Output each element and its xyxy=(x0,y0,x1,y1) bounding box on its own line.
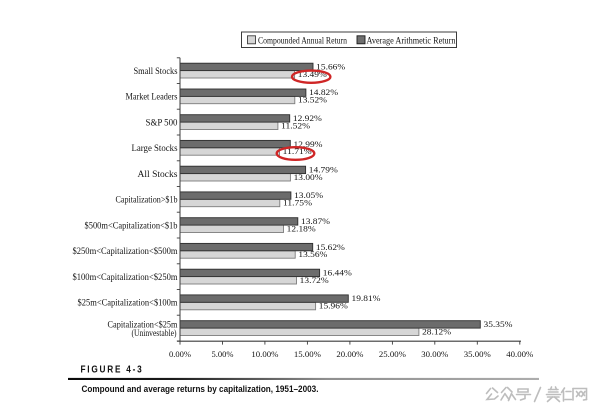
svg-text:FIGURE 4-3: FIGURE 4-3 xyxy=(81,365,144,376)
svg-text:13.49%: 13.49% xyxy=(298,69,328,79)
svg-text:$25m<Capitalization<$100m: $25m<Capitalization<$100m xyxy=(78,298,178,309)
svg-text:15.62%: 15.62% xyxy=(316,242,346,252)
svg-text:Capitalization>$1b: Capitalization>$1b xyxy=(116,195,178,206)
svg-text:S&P 500: S&P 500 xyxy=(146,117,178,128)
svg-text:25.00%: 25.00% xyxy=(379,349,407,359)
svg-text:Average Arithmetic Return: Average Arithmetic Return xyxy=(367,35,456,46)
svg-text:10.00%: 10.00% xyxy=(251,349,279,359)
svg-text:11.52%: 11.52% xyxy=(281,120,311,130)
svg-text:14.82%: 14.82% xyxy=(309,87,339,97)
svg-text:$100m<Capitalization<$250m: $100m<Capitalization<$250m xyxy=(73,272,178,283)
svg-text:12.92%: 12.92% xyxy=(293,113,323,123)
svg-text:13.05%: 13.05% xyxy=(294,190,324,200)
svg-text:28.12%: 28.12% xyxy=(422,326,452,336)
svg-text:16.44%: 16.44% xyxy=(323,268,353,278)
svg-text:Capitalization<$25m: Capitalization<$25m xyxy=(108,319,178,330)
svg-text:13.52%: 13.52% xyxy=(298,95,328,105)
svg-text:13.56%: 13.56% xyxy=(298,249,328,259)
svg-text:Large Stocks: Large Stocks xyxy=(132,143,178,154)
svg-text:35.35%: 35.35% xyxy=(484,319,514,329)
svg-text:20.00%: 20.00% xyxy=(336,349,364,359)
svg-text:12.18%: 12.18% xyxy=(287,223,317,233)
svg-text:Compounded Annual Return: Compounded Annual Return xyxy=(258,35,347,46)
svg-text:35.00%: 35.00% xyxy=(464,349,492,359)
svg-text:15.66%: 15.66% xyxy=(316,62,346,72)
svg-text:13.87%: 13.87% xyxy=(301,216,331,226)
svg-text:40.00%: 40.00% xyxy=(506,349,534,359)
svg-text:Compound and average returns b: Compound and average returns by capitali… xyxy=(82,384,319,394)
svg-text:0.00%: 0.00% xyxy=(169,349,192,359)
svg-text:11.71%: 11.71% xyxy=(283,146,313,156)
svg-text:(Uninvestable): (Uninvestable) xyxy=(132,328,177,339)
svg-text:5.00%: 5.00% xyxy=(212,349,235,359)
svg-text:$250m<Capitalization<$500m: $250m<Capitalization<$500m xyxy=(73,246,178,257)
svg-text:13.72%: 13.72% xyxy=(300,275,330,285)
svg-text:12.99%: 12.99% xyxy=(294,139,324,149)
svg-text:15.96%: 15.96% xyxy=(319,301,349,311)
svg-text:15.00%: 15.00% xyxy=(294,349,322,359)
svg-text:Small Stocks: Small Stocks xyxy=(134,66,178,77)
svg-text:19.81%: 19.81% xyxy=(352,293,382,303)
svg-text:$500m<Capitalization<$1b: $500m<Capitalization<$1b xyxy=(85,220,178,231)
svg-text:13.00%: 13.00% xyxy=(294,172,324,182)
svg-text:30.00%: 30.00% xyxy=(421,349,449,359)
svg-text:11.75%: 11.75% xyxy=(283,198,313,208)
svg-text:Market Leaders: Market Leaders xyxy=(126,92,178,103)
svg-text:All Stocks: All Stocks xyxy=(138,169,178,180)
svg-text:14.79%: 14.79% xyxy=(309,165,339,175)
